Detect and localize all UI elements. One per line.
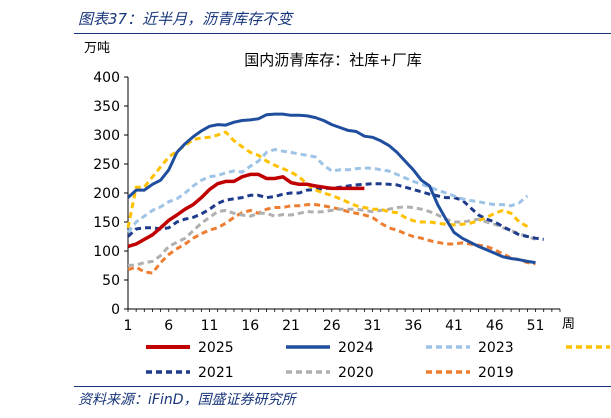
y-tick-label: 300 (93, 128, 120, 144)
chart-legend: 2025202420232022202120202019 (146, 340, 610, 381)
series-line-2020 (127, 205, 537, 267)
legend-label-2021: 2021 (198, 365, 234, 381)
y-tick-label: 50 (102, 273, 120, 289)
y-tick-label: 100 (93, 244, 120, 260)
x-tick-label: 16 (241, 318, 259, 334)
legend-label-2023: 2023 (478, 340, 514, 356)
x-tick-label: 46 (486, 318, 504, 334)
figure-caption: 图表37：近半月，沥青库存不变 (78, 10, 293, 28)
y-axis-unit-label: 万吨 (84, 41, 110, 56)
y-tick-label: 250 (93, 157, 120, 173)
series-line-2024 (126, 112, 536, 265)
y-tick-label: 200 (93, 186, 120, 202)
x-tick-label: 6 (164, 318, 173, 334)
chart-series-layer (126, 112, 544, 275)
y-tick-label: 150 (93, 215, 120, 231)
figure-source: 资料来源：iFinD，国盛证券研究所 (78, 392, 296, 408)
legend-label-2020: 2020 (338, 365, 374, 381)
legend-label-2025: 2025 (198, 340, 234, 356)
series-line-2021 (126, 182, 544, 241)
series-line-2019 (127, 203, 536, 275)
legend-label-2024: 2024 (338, 340, 374, 356)
x-tick-label: 21 (282, 318, 300, 334)
y-tick-label: 0 (111, 302, 120, 318)
x-tick-label: 1 (124, 318, 133, 334)
x-tick-label: 11 (201, 318, 219, 334)
legend-label-2019: 2019 (478, 365, 514, 381)
figure-header: 图表37：近半月，沥青库存不变 (0, 0, 611, 38)
series-line-2022 (126, 130, 529, 229)
x-axis-unit-label: 周 (562, 317, 575, 332)
x-tick-label: 51 (527, 318, 545, 334)
series-line-2025 (127, 172, 365, 249)
x-tick-label: 41 (445, 318, 463, 334)
y-tick-label: 350 (93, 99, 120, 115)
x-tick-label: 31 (364, 318, 382, 334)
chart-title: 国内沥青库存：社库+厂库 (244, 51, 422, 69)
series-line-2023 (126, 148, 529, 234)
header-rule (74, 33, 611, 34)
x-tick-label: 26 (323, 318, 341, 334)
x-tick-label: 36 (404, 318, 422, 334)
y-tick-label: 400 (93, 70, 120, 86)
footer-rule (74, 386, 611, 387)
